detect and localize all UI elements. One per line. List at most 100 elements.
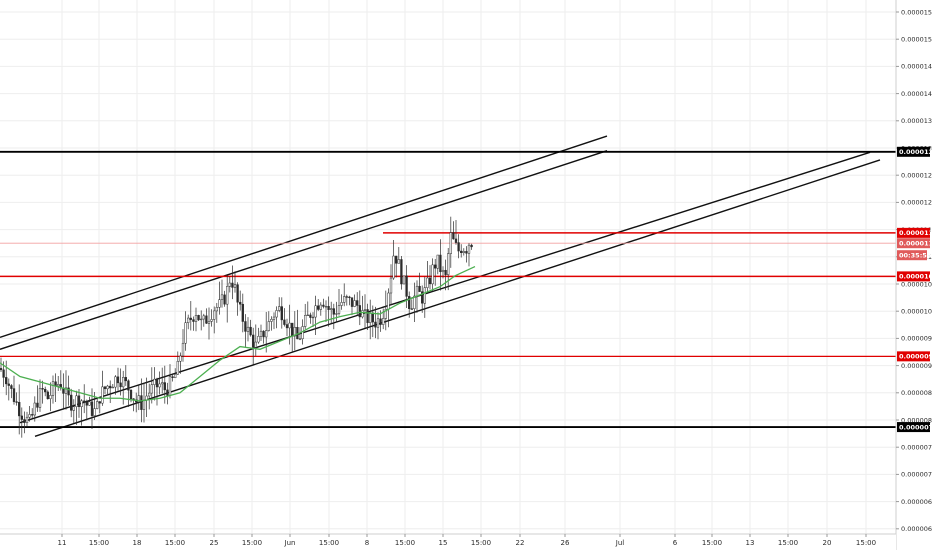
- candle-body: [197, 315, 200, 321]
- moving-average-line: [0, 266, 476, 402]
- time-tick-label: 22: [516, 539, 525, 547]
- candle-body: [137, 395, 140, 403]
- candle-body: [462, 251, 465, 253]
- candle-body: [124, 377, 127, 382]
- price-badge-label: 00:35:58: [899, 252, 932, 260]
- candle-body: [408, 296, 411, 309]
- candle-body: [176, 361, 179, 375]
- candle-body: [350, 297, 354, 307]
- candle-body: [46, 391, 49, 400]
- price-badge: [897, 227, 930, 238]
- price-tick-label: 0.00000850: [901, 389, 932, 397]
- candle-body: [129, 389, 133, 399]
- candle-body: [96, 401, 99, 409]
- candle-body: [423, 287, 426, 304]
- trend-lines: [0, 135, 881, 437]
- candle-body: [153, 378, 156, 385]
- candle-body: [194, 315, 198, 322]
- candle-body: [460, 250, 463, 253]
- trend-channel-line: [0, 135, 608, 338]
- price-badge-label: 0.00000787: [899, 423, 932, 431]
- candle-body: [236, 284, 239, 303]
- candle-body: [241, 303, 244, 322]
- candle-body: [231, 282, 234, 288]
- candle-body: [226, 286, 229, 305]
- candle-body: [366, 309, 369, 323]
- candle-body: [244, 321, 247, 332]
- candle-body: [98, 401, 101, 404]
- candle-body: [337, 305, 341, 314]
- candle-body: [322, 304, 325, 307]
- candle-body: [470, 244, 473, 248]
- candle-body: [31, 414, 34, 416]
- candle-body: [421, 291, 424, 304]
- candle-body: [18, 401, 21, 417]
- price-tick-label: 0.00001000: [901, 308, 932, 316]
- candle-body: [5, 377, 8, 385]
- candle-body: [166, 389, 169, 396]
- candle-body: [397, 259, 400, 264]
- price-tick-label: 0.00000950: [901, 335, 932, 343]
- candle-body: [187, 317, 190, 323]
- candle-body: [449, 232, 452, 254]
- candle-body: [317, 305, 320, 310]
- candle-body: [309, 314, 312, 318]
- price-badge-label: 0.00001144: [899, 229, 932, 237]
- time-tick-label: 18: [133, 539, 142, 547]
- time-tick-label: 15:00: [319, 539, 339, 547]
- time-axis[interactable]: 11 15:00 18 15:00 25 15:00 Jun 15:00 8 15:00 15 15:…: [58, 534, 877, 547]
- candle-body: [431, 264, 434, 285]
- price-badge: [897, 250, 927, 261]
- price-level-badges: 0.00001293 0.00001144 0.00001125 00:35:58 0.…: [897, 146, 932, 433]
- candle-body: [210, 319, 213, 322]
- time-tick-label: 15:00: [395, 539, 415, 547]
- time-axis-background: [0, 534, 896, 550]
- candle-body: [44, 388, 47, 393]
- price-badge: [897, 351, 930, 362]
- candle-body: [249, 326, 252, 336]
- candle-body: [465, 251, 468, 254]
- candle-body: [77, 395, 81, 407]
- candle-body: [369, 312, 372, 323]
- candle-body: [280, 306, 283, 321]
- candle-body: [447, 253, 450, 275]
- candle-body: [278, 306, 281, 311]
- candle-body: [155, 378, 159, 388]
- candle-body: [252, 334, 255, 348]
- candle-body: [374, 321, 377, 328]
- candle-body: [51, 381, 55, 396]
- candle-body: [356, 300, 359, 306]
- price-badge: [897, 146, 930, 157]
- candle-body: [25, 416, 29, 423]
- candle-body: [103, 386, 107, 390]
- candlestick-series: [0, 216, 473, 438]
- candle-body: [10, 385, 13, 389]
- candle-body: [158, 383, 161, 388]
- candle-body: [140, 395, 143, 410]
- candle-body: [122, 377, 125, 388]
- candle-body: [28, 414, 31, 418]
- candle-body: [142, 399, 146, 410]
- candle-body: [285, 324, 289, 329]
- candle-body: [174, 373, 177, 378]
- time-tick-label: 15:00: [778, 539, 798, 547]
- candle-body: [272, 316, 276, 320]
- candle-body: [335, 313, 338, 315]
- price-badge-label: 0.00001125: [899, 240, 932, 248]
- candle-body: [467, 244, 471, 254]
- candle-body: [426, 277, 429, 288]
- candle-body: [38, 388, 42, 408]
- candle-body: [116, 376, 120, 384]
- price-badge-label: 0.00001293: [899, 148, 932, 156]
- candle-body: [168, 376, 172, 396]
- candle-body: [405, 275, 408, 297]
- candle-body: [83, 400, 86, 403]
- candle-body: [343, 296, 346, 303]
- time-tick-label: Jun: [284, 539, 296, 547]
- candle-body: [304, 315, 307, 327]
- trend-channel-line: [19, 151, 871, 424]
- candle-body: [283, 319, 286, 325]
- candle-body: [189, 317, 192, 320]
- time-tick-label: 20: [823, 539, 832, 547]
